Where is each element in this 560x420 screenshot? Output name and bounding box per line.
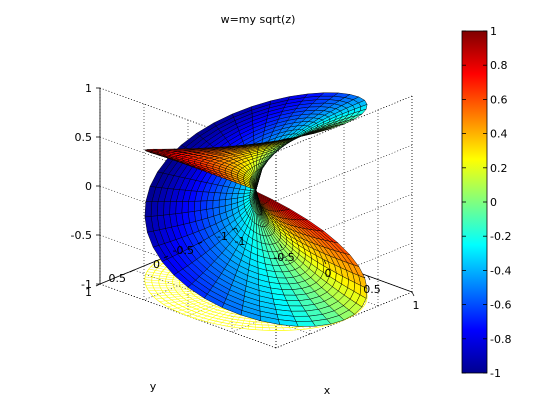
surface-patch [206,200,214,210]
y-tick-mark [129,269,135,273]
colorbar-tick-label: -1 [490,367,501,380]
surface-patch [194,200,202,212]
z-tick-label: 1 [85,82,92,95]
x-tick-mark [411,291,415,297]
x-tick-label: 0 [325,267,332,280]
surface-patch [150,201,159,217]
wall-grid-line [275,193,413,251]
colorbar: 1 0.8 0.6 0.4 0.2 0 -0.2 -0.4 -0.6 -0.8 -1 [461,25,511,380]
surface-patch [200,200,208,211]
surface-patch [293,315,313,322]
colorbar-ticks: 1 0.8 0.6 0.4 0.2 0 -0.2 -0.4 -0.6 -0.8 -1 [462,25,511,380]
surface-patch [175,201,183,215]
surface-patch [240,310,261,322]
x-tick-label: 1 [413,299,420,312]
colorbar-tick-label: 0 [490,196,497,209]
colorbar-tick-label: -0.8 [490,333,511,346]
colorbar-tick-label: 0.8 [490,59,508,72]
x-axis-label: x [324,384,331,397]
surface-patch [163,201,171,216]
wall-grid-line [275,144,413,202]
z-tick-label: -0.5 [71,229,92,242]
y-tick-label: -1 [217,230,228,243]
x-tick-mark [367,275,371,281]
floor-grid-line [275,291,413,349]
z-tick-label: 0 [85,180,92,193]
colorbar-tick-label: -0.6 [490,299,511,312]
surface-patch [181,201,189,214]
surface-patch [290,310,310,317]
colorbar-tick-label: -0.2 [490,230,511,243]
x-tick-mark [235,227,239,233]
colorbar-tick-label: 0.6 [490,93,508,106]
x-tick-label: -0.5 [273,251,294,264]
y-tick-mark [231,227,237,231]
x-tick-mark [323,259,327,265]
surface-patch [144,201,153,218]
y-tick-mark [163,255,169,259]
chart-title: w=my sqrt(z) [221,13,296,26]
colorbar-tick-label: 0.4 [490,128,508,141]
z-tick-label: 0.5 [75,131,93,144]
surface-patch [187,201,196,213]
colorbar-tick-label: 1 [490,25,497,38]
colorbar-tick-label: -0.4 [490,264,511,277]
colorbar-tick-label: 0.2 [490,162,508,175]
y-axis-label: y [150,380,157,393]
x-tick-label: 0.5 [363,283,381,296]
surface-patch [237,188,246,194]
y-tick-label: 0 [153,258,160,271]
surface-plot [144,92,368,327]
y-tick-label: 0.5 [109,272,127,285]
surface-patch [156,201,165,217]
x-tick-label: -1 [235,235,246,248]
z-tick-label: -1 [81,278,92,291]
wall-grid-line [275,242,413,300]
y-tick-label: 1 [85,286,92,299]
surface-patch [295,320,316,327]
surface-patch [169,201,177,215]
surface-patch [241,142,261,146]
y-tick-label: -0.5 [173,244,194,257]
x-tick-mark [279,243,283,249]
wall-grid-line [275,95,413,153]
tick-labels: -1-0.500.51-1-0.500.51-1-0.500.51 [71,82,420,312]
y-tick-mark [197,241,203,245]
